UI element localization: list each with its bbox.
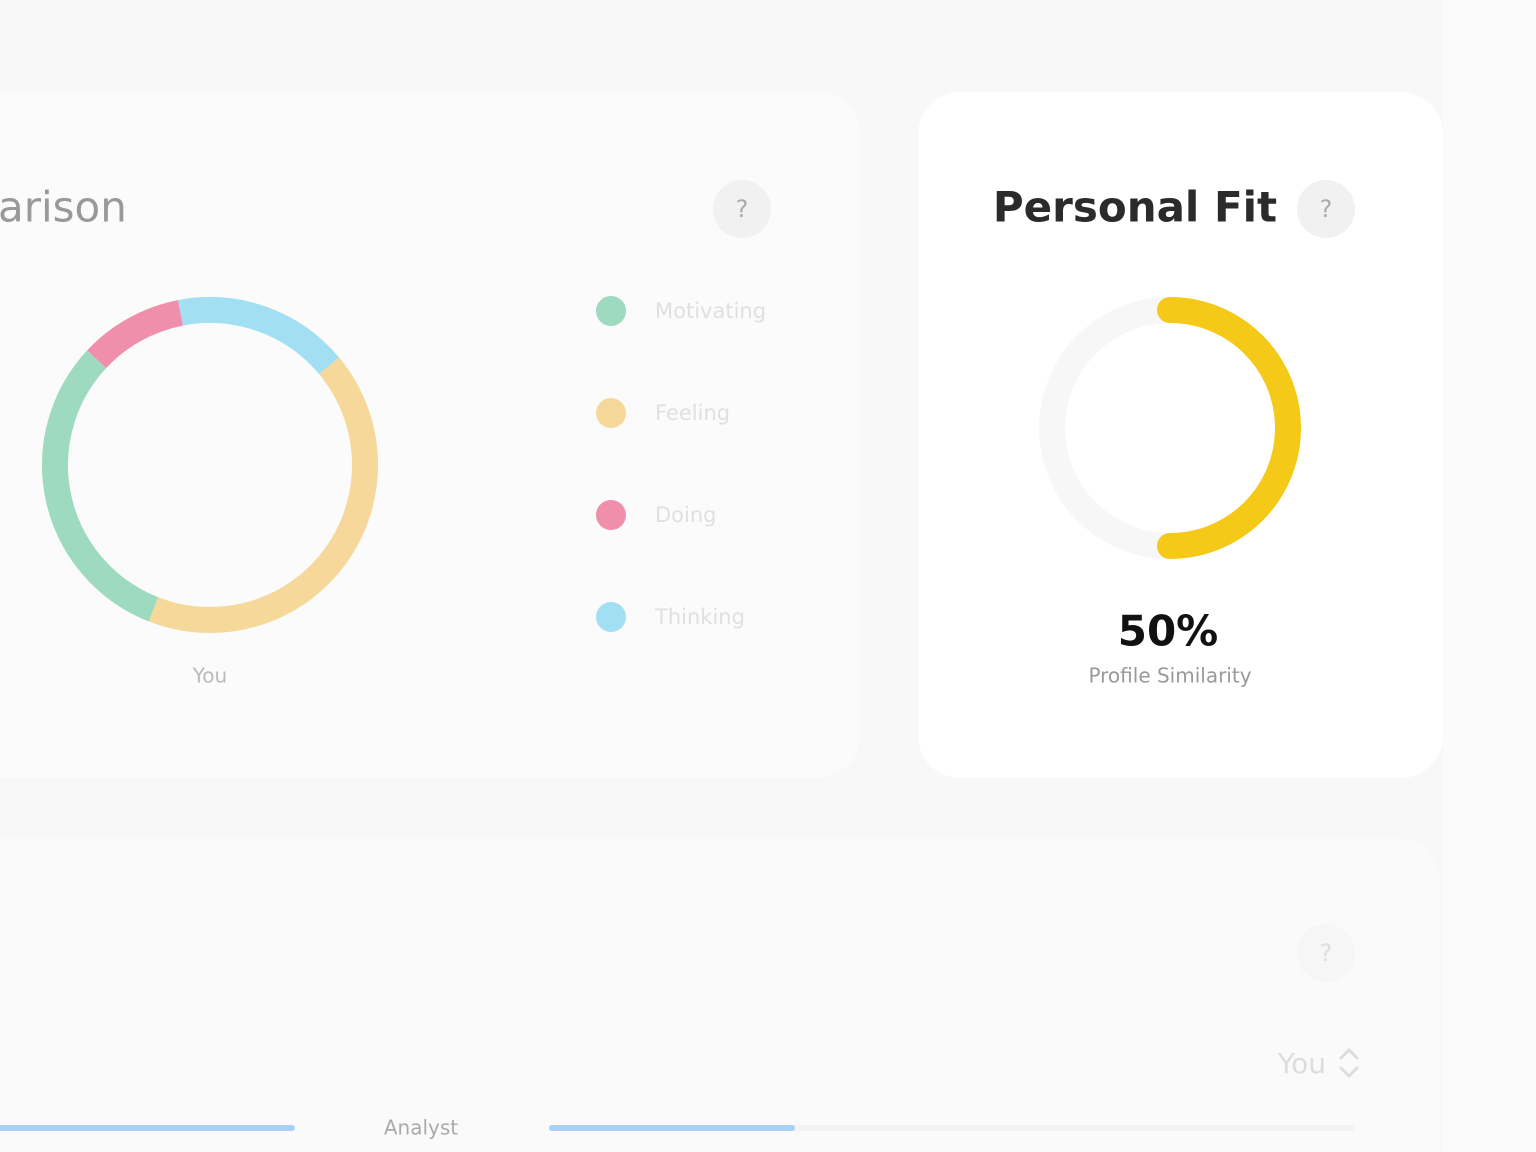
- gauge-arc: [1157, 297, 1301, 559]
- gauge-caption: Profile Similarity: [1088, 664, 1251, 688]
- comparison-card: [0, 92, 860, 778]
- help-button[interactable]: [713, 180, 771, 238]
- help-icon[interactable]: ?: [1320, 195, 1333, 223]
- donut-segment: [87, 300, 184, 369]
- donut-segment: [177, 297, 340, 375]
- legend-label: Doing: [655, 503, 717, 527]
- selector-chevron[interactable]: [1339, 1047, 1359, 1079]
- comparison-title: arison: [0, 183, 127, 232]
- donut-caption: You: [192, 664, 227, 688]
- right-strip: [1443, 0, 1536, 1152]
- legend-dot: [596, 398, 626, 428]
- legend-dot: [596, 500, 626, 530]
- legend-label: Feeling: [655, 401, 730, 425]
- help-button[interactable]: [1297, 180, 1355, 238]
- help-icon[interactable]: ?: [1320, 939, 1333, 967]
- legend-label: Thinking: [654, 605, 745, 629]
- legend-dot: [596, 602, 626, 632]
- bottom-card: [0, 838, 1440, 1152]
- help-icon[interactable]: ?: [736, 195, 749, 223]
- row-label: Analyst: [384, 1116, 458, 1140]
- legend-label: Motivating: [655, 299, 766, 323]
- donut-segment: [42, 350, 159, 622]
- gauge-value: 50%: [1118, 607, 1219, 656]
- personal-fit-title: Personal Fit: [993, 183, 1277, 232]
- legend-dot: [596, 296, 626, 326]
- selector[interactable]: You: [1277, 1047, 1326, 1080]
- donut-segment: [148, 357, 378, 633]
- personal-fit-card: [918, 92, 1443, 778]
- help-button[interactable]: [1297, 924, 1355, 982]
